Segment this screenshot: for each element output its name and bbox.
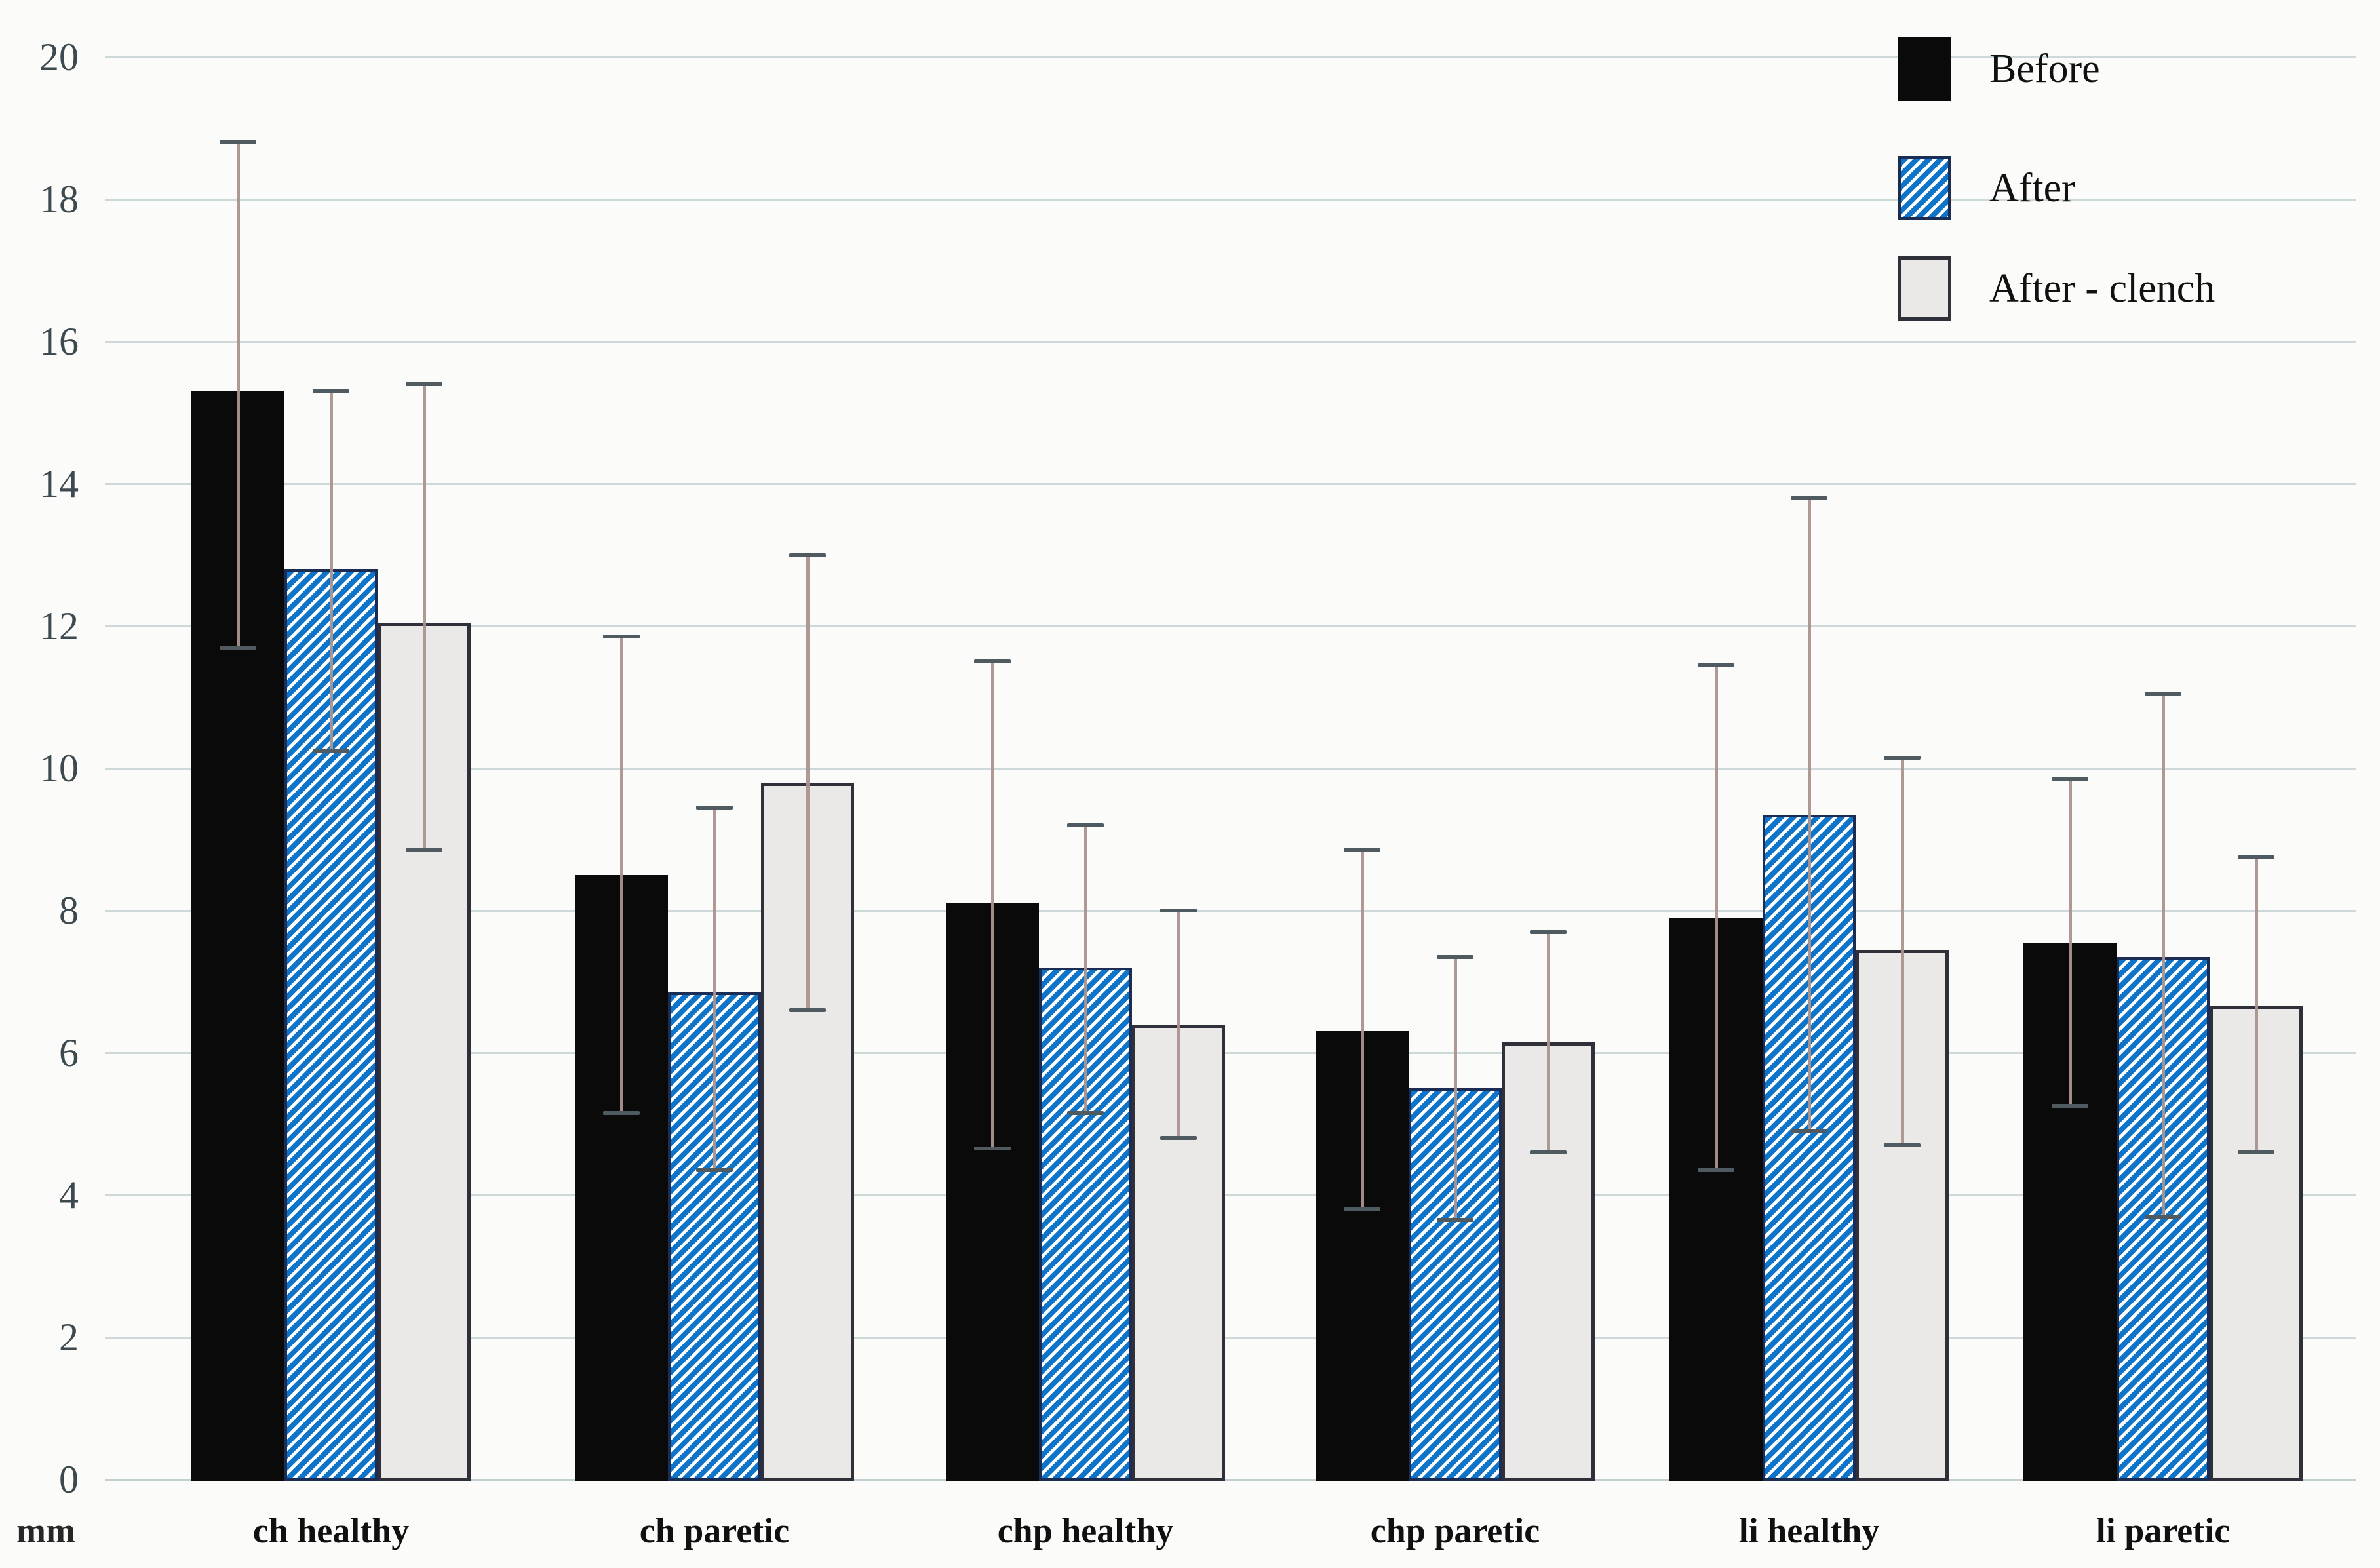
error-cap-high-before-chp-paretic [1344, 848, 1380, 852]
gridline-y-6 [105, 1052, 2356, 1054]
error-cap-high-after-clench-ch-healthy [406, 382, 442, 387]
error-bar-after-li-healthy [1807, 498, 1811, 1131]
error-cap-high-before-chp-healthy [974, 659, 1011, 664]
error-bar-after-clench-chp-paretic [1546, 931, 1550, 1152]
error-cap-high-after-li-paretic [2145, 692, 2181, 696]
y-tick-label-2: 2 [59, 1316, 79, 1359]
gridline-y-2 [105, 1337, 2356, 1339]
y-tick-label-6: 6 [59, 1031, 79, 1074]
y-axis-unit-label: mm [16, 1511, 75, 1550]
error-cap-low-after-clench-chp-paretic [1530, 1150, 1567, 1154]
error-bar-before-ch-healthy [236, 142, 240, 648]
legend-label-after: After [1989, 166, 2075, 210]
error-cap-high-after-ch-paretic [696, 805, 733, 810]
error-bar-after-clench-li-healthy [1900, 757, 1904, 1146]
y-tick-label-18: 18 [39, 178, 79, 221]
error-cap-low-before-ch-paretic [603, 1111, 640, 1116]
y-tick-label-12: 12 [39, 604, 79, 648]
error-cap-high-after-clench-chp-paretic [1530, 930, 1567, 934]
x-axis-label-chp-paretic: chp paretic [1370, 1511, 1540, 1550]
error-cap-low-after-clench-chp-healthy [1160, 1136, 1197, 1141]
gridline-y-12 [105, 625, 2356, 627]
error-bar-after-ch-paretic [712, 807, 716, 1171]
error-cap-low-before-li-healthy [1698, 1168, 1734, 1173]
error-cap-high-after-clench-li-healthy [1884, 755, 1921, 760]
legend-swatch-after-clench-icon [1898, 256, 1951, 321]
error-bar-after-clench-ch-healthy [422, 384, 426, 850]
gridline-y-10 [105, 768, 2356, 770]
y-tick-label-14: 14 [39, 462, 79, 505]
legend-item-after-clench: After - clench [1898, 256, 2215, 321]
x-axis-label-li-healthy: li healthy [1738, 1511, 1880, 1550]
error-cap-low-after-clench-li-healthy [1884, 1143, 1921, 1148]
x-axis-label-ch-paretic: ch paretic [639, 1511, 790, 1550]
gridline-y-4 [105, 1194, 2356, 1196]
error-cap-high-after-li-healthy [1791, 496, 1827, 500]
error-cap-high-before-li-paretic [2052, 777, 2088, 781]
error-cap-low-after-clench-ch-paretic [789, 1008, 826, 1012]
x-axis-label-ch-healthy: ch healthy [252, 1511, 410, 1550]
x-axis-label-li-paretic: li paretic [2096, 1511, 2231, 1550]
error-cap-low-after-ch-paretic [696, 1168, 733, 1173]
error-bar-after-clench-chp-healthy [1177, 911, 1180, 1139]
error-cap-low-after-li-healthy [1791, 1129, 1827, 1133]
legend-item-after: After [1898, 156, 2075, 220]
error-bar-after-clench-li-paretic [2254, 857, 2258, 1152]
error-cap-high-after-clench-ch-paretic [789, 553, 826, 557]
error-bar-before-chp-healthy [990, 661, 994, 1149]
gridline-y-20 [105, 56, 2356, 58]
error-cap-low-after-clench-ch-healthy [406, 848, 442, 852]
error-cap-low-after-chp-paretic [1437, 1217, 1473, 1222]
error-bar-before-li-healthy [1714, 665, 1718, 1171]
gridline-y-18 [105, 199, 2356, 201]
y-tick-label-10: 10 [39, 747, 79, 790]
legend-label-after-clench: After - clench [1989, 266, 2215, 311]
error-cap-high-before-ch-paretic [603, 635, 640, 639]
gridline-y-16 [105, 341, 2356, 343]
legend-swatch-before-icon [1898, 37, 1951, 101]
error-cap-low-after-chp-healthy [1067, 1111, 1104, 1116]
error-cap-high-after-clench-chp-healthy [1160, 909, 1197, 912]
error-cap-high-before-li-healthy [1698, 663, 1734, 667]
y-tick-label-0: 0 [59, 1458, 79, 1501]
error-cap-low-before-chp-healthy [974, 1147, 1011, 1151]
error-bar-after-ch-healthy [329, 391, 333, 751]
error-cap-low-after-clench-li-paretic [2238, 1150, 2274, 1154]
error-bar-before-li-paretic [2068, 779, 2072, 1107]
error-bar-after-chp-paretic [1453, 956, 1457, 1220]
legend-label-before: Before [1989, 47, 2100, 91]
y-tick-label-8: 8 [59, 889, 79, 932]
x-axis-label-chp-healthy: chp healthy [997, 1511, 1174, 1550]
error-cap-low-after-ch-healthy [313, 748, 349, 753]
error-cap-high-after-ch-healthy [313, 389, 349, 393]
error-bar-before-chp-paretic [1360, 850, 1364, 1209]
error-cap-low-before-chp-paretic [1344, 1207, 1380, 1211]
x-axis-line [105, 1479, 2356, 1481]
error-bar-after-clench-ch-paretic [806, 555, 810, 1010]
gridline-y-14 [105, 483, 2356, 485]
error-cap-high-after-clench-li-paretic [2238, 855, 2274, 859]
error-bar-after-chp-healthy [1083, 825, 1087, 1114]
error-cap-low-before-li-paretic [2052, 1104, 2088, 1108]
error-bar-after-li-paretic [2161, 694, 2165, 1217]
y-tick-label-4: 4 [59, 1173, 79, 1217]
error-cap-high-after-chp-healthy [1067, 823, 1104, 827]
y-tick-label-16: 16 [39, 320, 79, 363]
error-cap-low-after-li-paretic [2145, 1214, 2181, 1219]
legend-swatch-after-icon [1898, 156, 1951, 220]
gridline-y-8 [105, 910, 2356, 912]
error-cap-low-before-ch-healthy [220, 645, 256, 650]
error-cap-high-before-ch-healthy [220, 140, 256, 145]
y-tick-label-20: 20 [39, 35, 79, 79]
bar-after-clench-li-healthy [1856, 949, 1949, 1481]
error-cap-high-after-chp-paretic [1437, 954, 1473, 959]
error-bar-before-ch-paretic [619, 637, 623, 1114]
legend-item-before: Before [1898, 37, 2100, 101]
